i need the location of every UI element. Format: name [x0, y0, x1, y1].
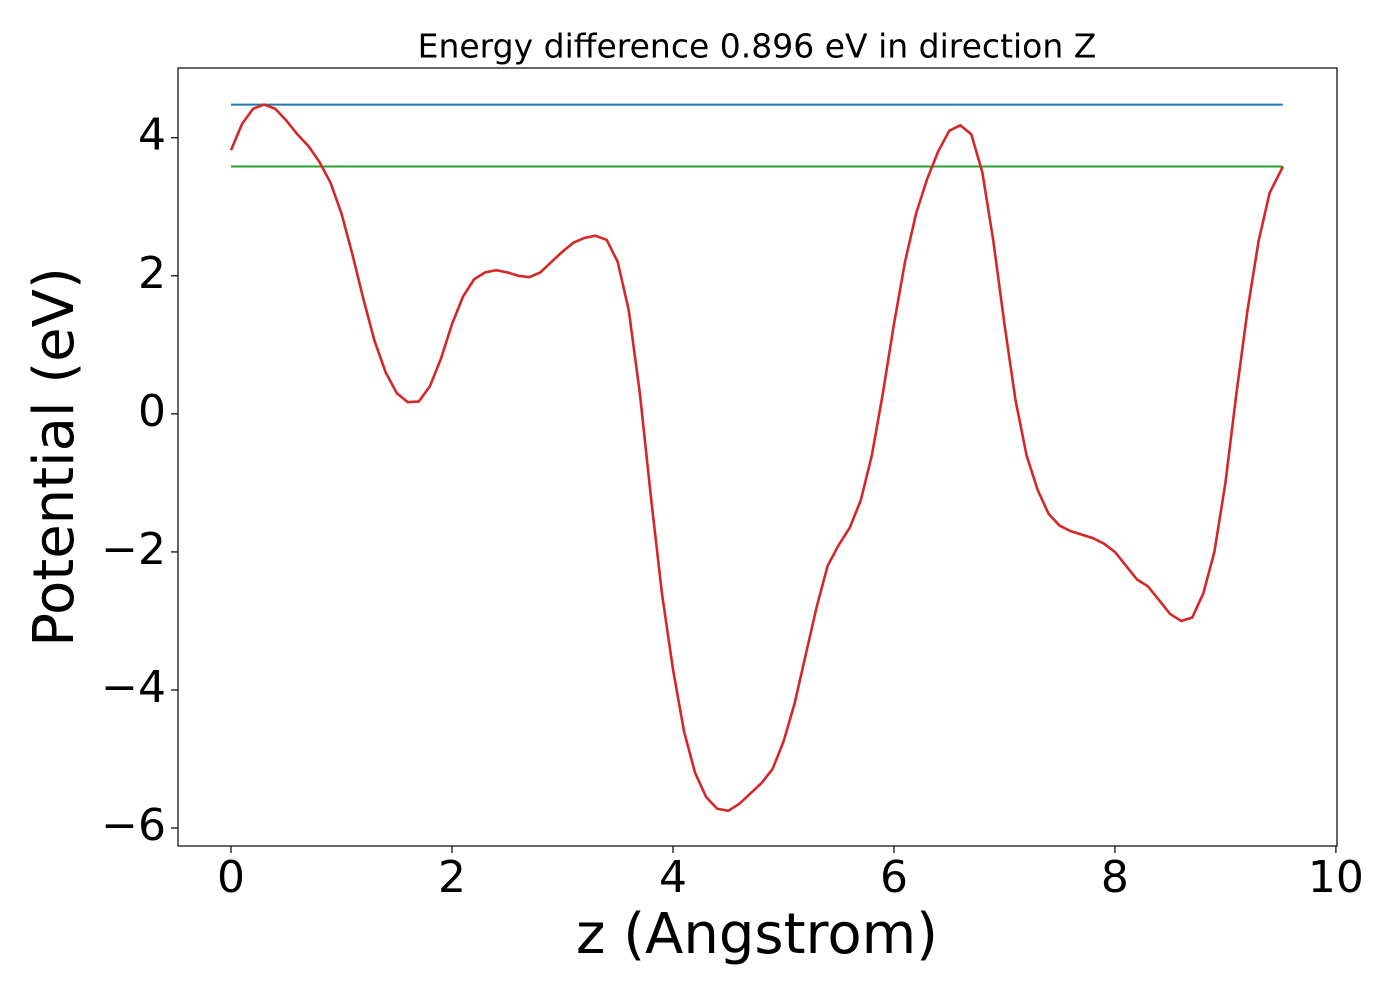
y-tick-label: 2 — [138, 248, 166, 299]
x-tick-label: 8 — [1101, 852, 1129, 903]
plot-frame — [177, 67, 1338, 847]
x-tick-label: 10 — [1308, 852, 1364, 903]
chart-title: Energy difference 0.896 eV in direction … — [418, 27, 1097, 66]
y-tick-label: −2 — [101, 524, 166, 575]
y-tick-label: −6 — [101, 800, 166, 851]
x-tick-label: 0 — [217, 852, 245, 903]
y-tick-label: −4 — [101, 662, 166, 713]
x-axis-label: z (Angstrom) — [576, 902, 938, 967]
y-axis-label: Potential (eV) — [22, 267, 87, 647]
x-tick-label: 2 — [438, 852, 466, 903]
x-tick-label: 4 — [659, 852, 687, 903]
y-tick-label: 4 — [138, 110, 166, 161]
y-tick-label: 0 — [138, 386, 166, 437]
series-line — [229, 103, 1285, 813]
x-tick-label: 6 — [880, 852, 908, 903]
